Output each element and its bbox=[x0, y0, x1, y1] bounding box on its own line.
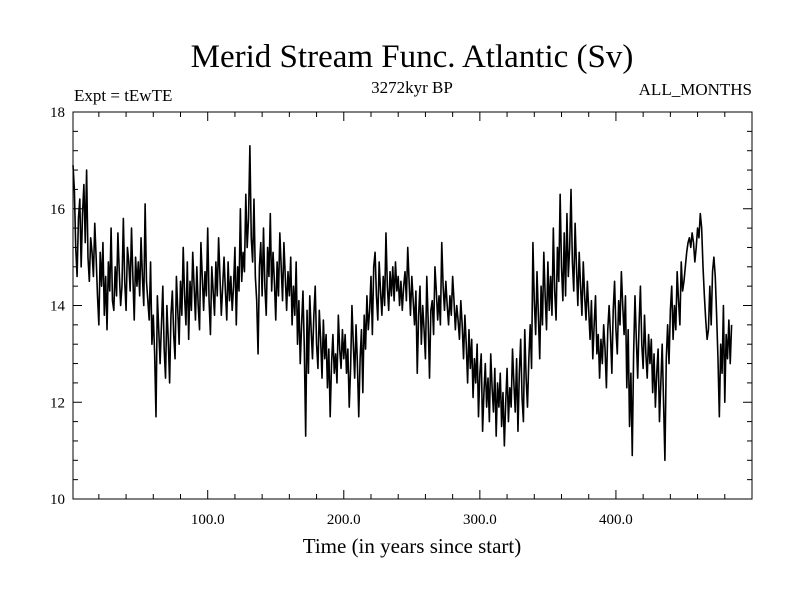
plot-frame bbox=[72, 111, 753, 500]
y-tick-label: 18 bbox=[50, 105, 65, 121]
x-tick-labels: 100.0 200.0 300.0 400.0 bbox=[191, 512, 633, 528]
y-tick-label: 14 bbox=[50, 299, 66, 315]
axis-ticks bbox=[73, 112, 752, 499]
y-tick-label: 10 bbox=[50, 492, 65, 508]
chart-title: Merid Stream Func. Atlantic (Sv) bbox=[191, 39, 634, 75]
x-tick-label: 200.0 bbox=[327, 512, 361, 528]
x-tick-label: 100.0 bbox=[191, 512, 225, 528]
x-axis-label: Time (in years since start) bbox=[303, 534, 522, 558]
y-tick-labels: 10 12 14 16 18 bbox=[50, 105, 66, 508]
subtitle-left: Expt = tEwTE bbox=[74, 86, 172, 105]
subtitle-right: ALL_MONTHS bbox=[639, 80, 752, 99]
y-tick-label: 12 bbox=[50, 395, 65, 411]
x-tick-label: 300.0 bbox=[463, 512, 497, 528]
subtitle-center: 3272kyr BP bbox=[371, 78, 453, 97]
x-tick-label: 400.0 bbox=[599, 512, 633, 528]
y-tick-label: 16 bbox=[50, 202, 66, 218]
series-line bbox=[72, 145, 733, 462]
